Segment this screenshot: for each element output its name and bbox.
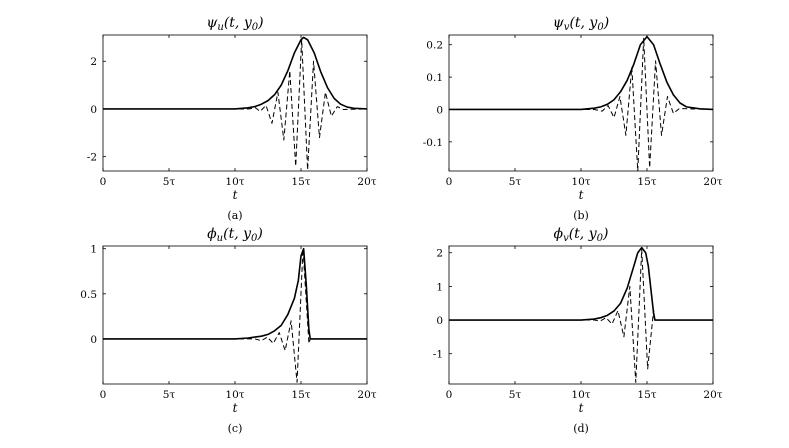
panel-caption: (b) — [573, 209, 589, 222]
y-tick-label: 0 — [436, 104, 443, 116]
x-tick-label: 10τ — [571, 176, 590, 188]
x-tick-label: 10τ — [225, 176, 244, 188]
title-text: (t, y — [223, 226, 252, 242]
series-dashed-line — [103, 248, 367, 383]
series-dashed-line — [449, 37, 713, 171]
y-tick-label: 0.1 — [426, 72, 443, 84]
x-tick-label: 20τ — [357, 389, 376, 401]
series-solid-line — [449, 246, 713, 321]
y-tick-label: 0 — [90, 334, 97, 346]
panel-b: 0 5τ 10τ 15τ 20τ-0.100.10.2ψv(t, y0)t(b) — [423, 15, 723, 222]
axes-frame — [448, 34, 714, 172]
title-text: ) — [602, 226, 608, 242]
x-tick-label: 20τ — [703, 389, 722, 401]
axes-frame — [102, 245, 368, 385]
title-subscript: v — [563, 233, 569, 244]
title-subscript: v — [564, 22, 570, 33]
chart-title: ϕu(t, y0) — [207, 226, 263, 244]
title-text: (t, y — [569, 226, 598, 242]
title-subscript: 0 — [252, 22, 259, 33]
title-text: (t, y — [569, 15, 598, 31]
title-text: ϕ — [554, 226, 564, 242]
title-text: ) — [256, 226, 262, 242]
panel-caption: (d) — [573, 422, 589, 435]
y-tick-label: 0 — [436, 315, 443, 327]
x-tick-label: 0 — [446, 389, 453, 401]
axes-frame — [448, 245, 714, 385]
panel-caption: (c) — [228, 422, 243, 435]
x-tick-label: 5τ — [163, 176, 176, 188]
y-tick-label: -2 — [87, 152, 97, 164]
title-text: ϕ — [207, 226, 217, 242]
title-subscript: u — [217, 22, 223, 33]
chart-title: ϕv(t, y0) — [554, 226, 609, 244]
title-subscript: 0 — [251, 233, 258, 244]
x-tick-label: 5τ — [509, 176, 522, 188]
y-tick-label: 1 — [90, 244, 97, 256]
x-tick-label: 15τ — [291, 389, 310, 401]
x-tick-label: 15τ — [637, 389, 656, 401]
title-text: ψ — [553, 15, 565, 31]
y-tick-label: -1 — [433, 349, 443, 361]
x-tick-label: 20τ — [703, 176, 722, 188]
series-solid-line — [103, 36, 367, 110]
x-tick-label: 5τ — [509, 389, 522, 401]
series-solid-line — [103, 247, 367, 340]
title-text: ψ — [206, 15, 218, 31]
x-axis-label: t — [579, 188, 584, 202]
x-tick-label: 15τ — [291, 176, 310, 188]
panel-caption: (a) — [227, 209, 242, 222]
title-subscript: 0 — [597, 233, 604, 244]
title-subscript: u — [217, 233, 223, 244]
x-axis-label: t — [233, 401, 238, 415]
x-tick-label: 20τ — [357, 176, 376, 188]
series-solid-line — [449, 35, 713, 111]
chart-title: ψv(t, y0) — [553, 15, 609, 33]
title-text: (t, y — [224, 15, 253, 31]
y-tick-label: -0.1 — [423, 137, 443, 149]
series-dashed-line — [449, 248, 713, 383]
y-tick-label: 0 — [90, 104, 97, 116]
x-tick-label: 0 — [446, 176, 453, 188]
x-axis-label: t — [579, 401, 584, 415]
title-subscript: 0 — [597, 22, 604, 33]
axes-frame — [102, 34, 368, 172]
x-tick-label: 0 — [100, 176, 107, 188]
x-tick-label: 10τ — [225, 389, 244, 401]
x-tick-label: 15τ — [637, 176, 656, 188]
title-text: ) — [603, 15, 609, 31]
y-tick-label: 2 — [436, 248, 443, 260]
y-tick-label: 2 — [90, 56, 97, 68]
y-tick-label: 0.5 — [80, 289, 97, 301]
series-dashed-line — [103, 39, 367, 171]
x-axis-label: t — [233, 188, 238, 202]
title-text: ) — [257, 15, 263, 31]
x-tick-label: 10τ — [571, 389, 590, 401]
x-tick-label: 0 — [100, 389, 107, 401]
y-tick-label: 0.2 — [426, 40, 443, 52]
y-tick-label: 1 — [436, 281, 443, 293]
chart-title: ψu(t, y0) — [206, 15, 263, 33]
x-tick-label: 5τ — [163, 389, 176, 401]
